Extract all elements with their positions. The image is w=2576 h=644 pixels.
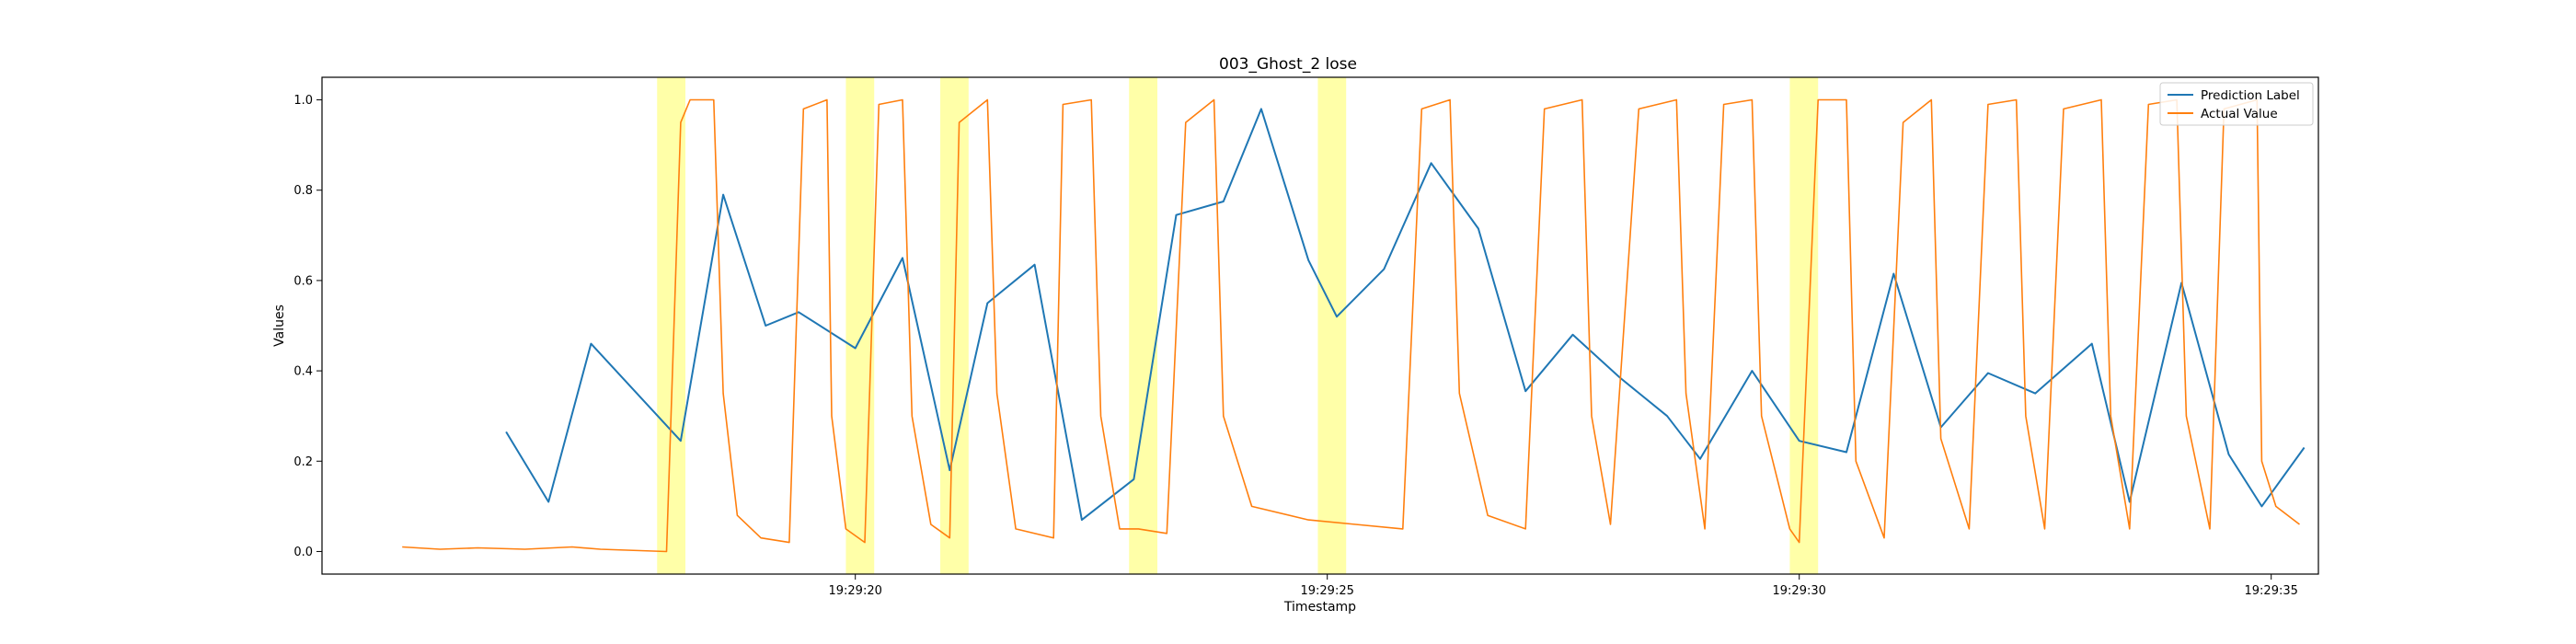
x-tick-label: 19:29:35 [2245, 584, 2298, 598]
x-tick-label: 19:29:20 [828, 584, 881, 598]
chart-title: 003_Ghost_2 lose [1219, 55, 1357, 74]
highlight-band-4 [1129, 77, 1158, 574]
series-line-prediction-label [505, 108, 2306, 522]
x-tick-label: 19:29:25 [1300, 584, 1353, 598]
legend: Prediction Label Actual Value [2159, 82, 2314, 126]
x-axis-label: Timestamp [1283, 600, 1356, 615]
y-tick-label: 0.6 [293, 274, 313, 288]
x-tick-label: 19:29:30 [1773, 584, 1826, 598]
axis-ticks: 19:29:20 19:29:25 19:29:30 19:29:35 0.0 0.2 0.… [293, 94, 2298, 598]
y-tick-label: 0.8 [293, 184, 313, 198]
legend-label-prediction-label: Prediction Label [2201, 88, 2300, 103]
highlight-band-2 [845, 77, 875, 574]
y-tick-label: 1.0 [293, 94, 313, 108]
highlight-band-1 [657, 77, 686, 574]
y-tick-label: 0.2 [293, 455, 313, 469]
highlight-band-6 [1789, 77, 1819, 574]
y-tick-label: 0.4 [293, 365, 313, 379]
series-line-actual-value [402, 98, 2300, 553]
highlight-band-5 [1317, 77, 1347, 574]
y-tick-label: 0.0 [293, 546, 313, 559]
legend-label-actual-value: Actual Value [2201, 107, 2278, 121]
plot-frame [321, 76, 2319, 575]
legend-box [2159, 82, 2314, 126]
y-axis-label: Values [272, 305, 287, 347]
plot-area [402, 77, 2306, 574]
